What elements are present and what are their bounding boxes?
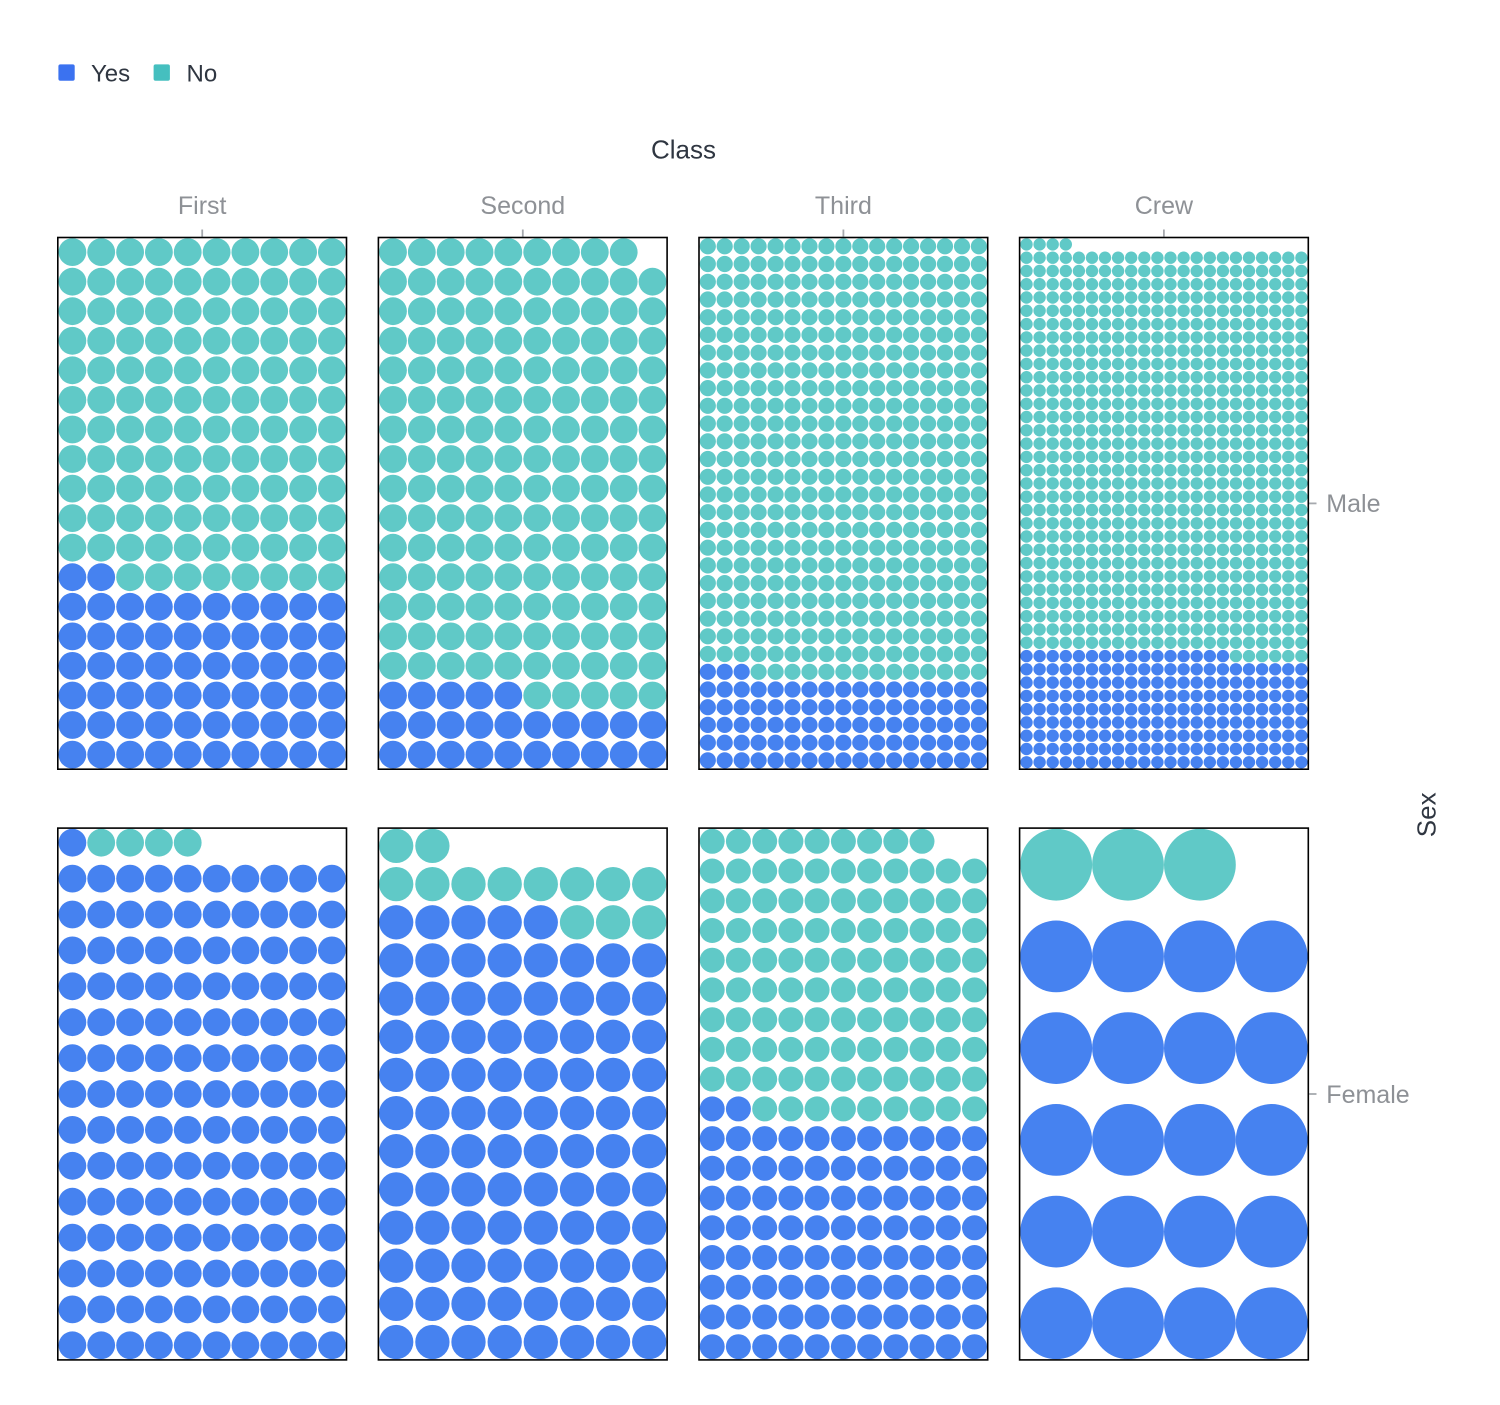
svg-text:Crew: Crew [1135, 192, 1194, 220]
svg-text:Class: Class [651, 135, 716, 165]
svg-text:Yes: Yes [91, 61, 130, 88]
svg-text:Third: Third [815, 192, 872, 220]
svg-text:Sex: Sex [1412, 792, 1442, 837]
svg-text:Female: Female [1326, 1081, 1409, 1109]
svg-text:Male: Male [1326, 490, 1380, 518]
svg-text:No: No [187, 61, 218, 88]
svg-text:First: First [178, 192, 227, 220]
svg-text:Second: Second [480, 192, 565, 220]
